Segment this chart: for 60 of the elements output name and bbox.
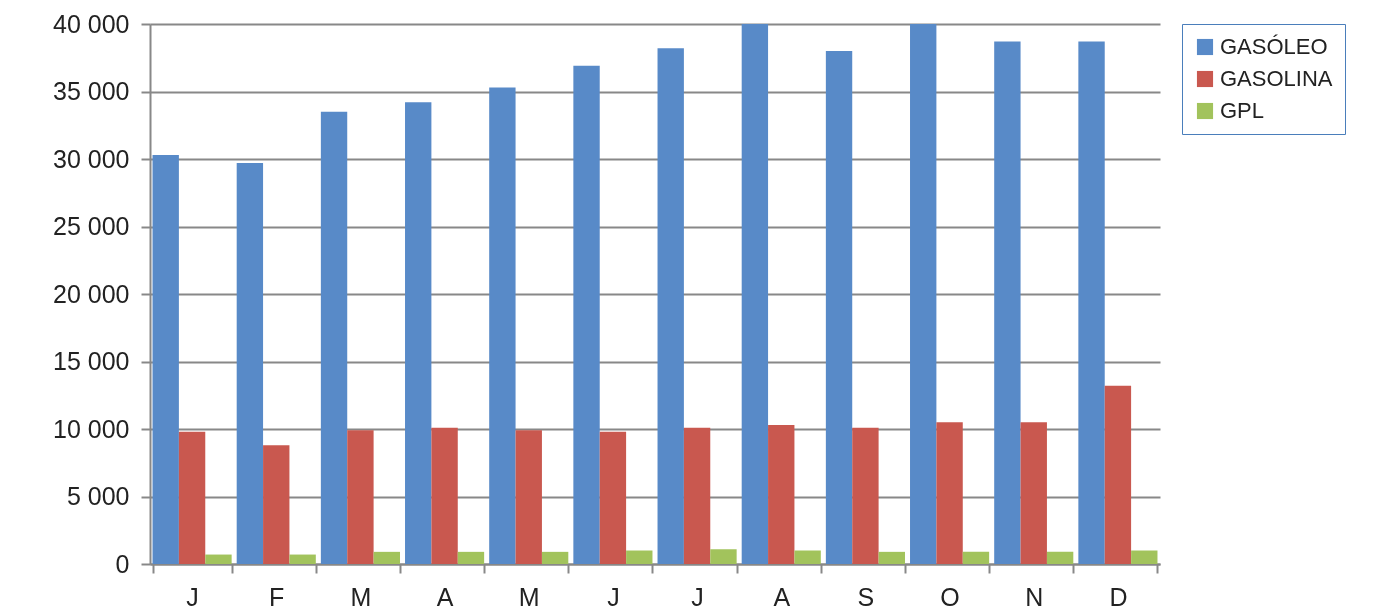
x-tick-label: D: [1109, 582, 1128, 611]
x-tick-label: J: [186, 582, 199, 611]
bar: [657, 48, 684, 564]
legend-label: GASÓLEO: [1220, 34, 1328, 59]
y-tick-label: 20 000: [53, 279, 130, 308]
y-tick-label: 10 000: [53, 414, 130, 443]
x-tick-label: A: [773, 582, 791, 611]
x-tick-label: M: [518, 582, 540, 611]
y-tick-label: 25 000: [53, 212, 130, 240]
bar: [320, 111, 348, 564]
bar: [457, 551, 485, 564]
legend-label: GASOLINA: [1220, 66, 1333, 91]
bar: [347, 430, 374, 564]
bar: [236, 163, 264, 564]
x-tick-label: M: [350, 582, 372, 611]
x-tick-label: F: [269, 582, 285, 611]
bar: [573, 65, 600, 564]
bar: [405, 102, 432, 564]
bar: [936, 422, 963, 564]
bar: [178, 431, 206, 564]
bar: [1078, 41, 1105, 564]
y-tick-label: 35 000: [53, 77, 130, 105]
legend-label: GPL: [1220, 98, 1265, 123]
bar: [152, 154, 179, 564]
bar: [1131, 550, 1158, 564]
bar: [962, 551, 990, 564]
bar: [541, 551, 569, 564]
bar: [263, 445, 290, 564]
x-tick-label: J: [607, 582, 620, 611]
y-tick-label: 30 000: [53, 144, 130, 173]
bar: [794, 550, 821, 564]
bar: [825, 51, 853, 564]
bar: [205, 554, 232, 564]
bar: [1104, 385, 1132, 564]
bar: [431, 427, 458, 564]
bar: [489, 87, 516, 564]
bar: [1020, 422, 1047, 564]
bar: [683, 427, 711, 564]
y-tick-label: 40 000: [53, 9, 130, 38]
bar: [910, 24, 937, 564]
bar: [852, 427, 879, 564]
bar: [289, 554, 316, 564]
x-tick-label: J: [691, 582, 704, 611]
bar: [741, 24, 769, 564]
bar: [1046, 551, 1074, 564]
y-tick-label: 5 000: [66, 482, 130, 510]
x-tick-label: A: [436, 582, 454, 611]
bar: [878, 551, 905, 564]
x-tick-label: O: [940, 582, 960, 611]
bar: [626, 550, 653, 564]
x-tick-label: N: [1025, 582, 1044, 611]
x-tick-label: S: [857, 582, 875, 611]
bar: [768, 424, 795, 564]
bar: [515, 430, 542, 564]
y-tick-label: 0: [115, 549, 130, 578]
bar: [994, 41, 1021, 564]
bar: [710, 549, 737, 564]
bar: [373, 551, 400, 564]
y-tick-label: 15 000: [53, 347, 130, 375]
bar: [599, 431, 627, 564]
